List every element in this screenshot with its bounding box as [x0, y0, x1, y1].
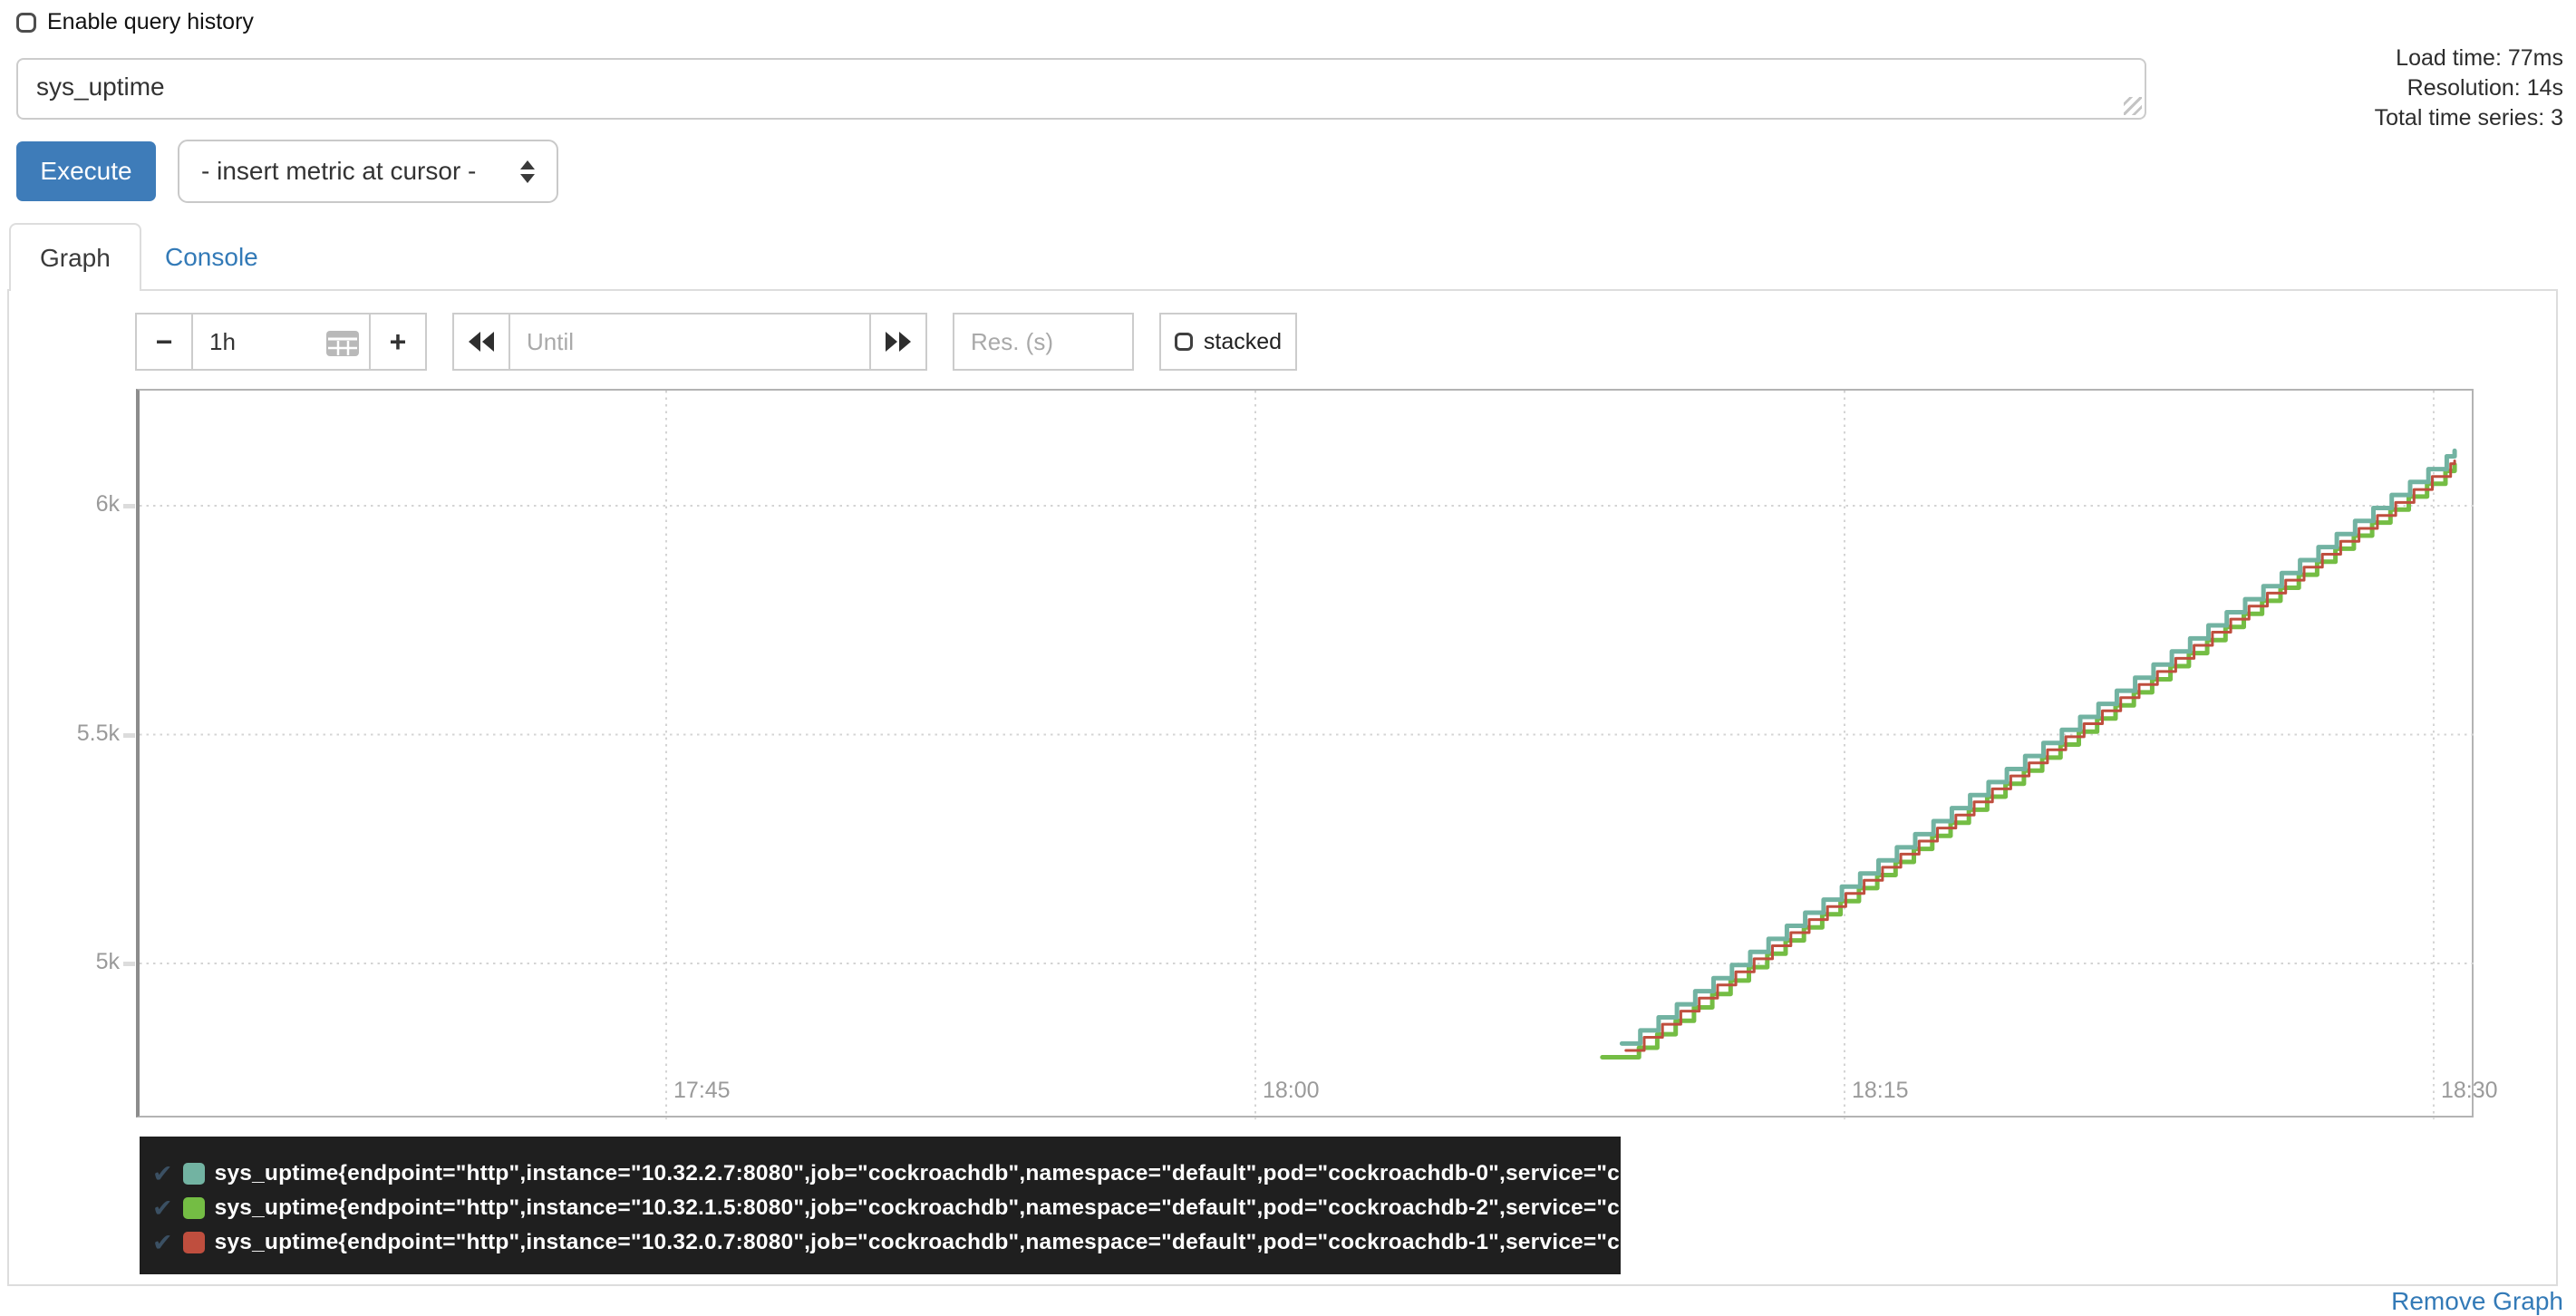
rewind-icon [469, 332, 494, 352]
resolution-input-wrap [953, 313, 1134, 371]
select-arrows-icon [520, 160, 535, 183]
execute-button[interactable]: Execute [16, 141, 156, 201]
y-axis-label: 5.5k [76, 720, 120, 746]
legend-item[interactable]: ✔ sys_uptime{endpoint="http",instance="10… [152, 1191, 1767, 1225]
query-stats: Load time: 77ms Resolution: 14s Total ti… [2375, 44, 2563, 133]
y-axis-tick [123, 962, 135, 966]
until-control-group [452, 313, 927, 371]
chart-canvas[interactable]: 6k 5.5k 5k 17:45 18:00 18:15 18:30 [77, 389, 2498, 1119]
y-axis-tick [123, 504, 135, 508]
graph-controls: − + [135, 313, 1297, 371]
insert-metric-select[interactable]: - insert metric at cursor - [178, 140, 558, 203]
stacked-checkbox[interactable] [1174, 333, 1193, 351]
total-series-stat: Total time series: 3 [2374, 105, 2563, 131]
chart-svg [140, 391, 2477, 1119]
query-expression-input[interactable]: sys_uptime [16, 58, 2146, 120]
range-increase-button[interactable]: + [369, 313, 427, 371]
time-forward-button[interactable] [869, 313, 927, 371]
legend-check-icon[interactable]: ✔ [152, 1228, 173, 1256]
legend-color-swatch[interactable] [182, 1197, 205, 1219]
fast-forward-icon [886, 332, 911, 352]
legend-check-icon[interactable]: ✔ [152, 1194, 173, 1222]
legend-item[interactable]: ✔ sys_uptime{endpoint="http",instance="10… [152, 1156, 1767, 1191]
until-input-wrap [508, 313, 871, 371]
x-axis-label: 17:45 [673, 1078, 731, 1103]
resolution-input[interactable] [954, 314, 1132, 369]
until-input[interactable] [510, 314, 869, 369]
load-time-stat: Load time: 77ms [2396, 45, 2563, 71]
legend-item[interactable]: ✔ sys_uptime{endpoint="http",instance="10… [152, 1225, 1767, 1260]
x-axis-label: 18:30 [2440, 1078, 2498, 1103]
range-control-group: − + [135, 313, 427, 371]
x-axis-label: 18:00 [1263, 1078, 1320, 1103]
range-decrease-button[interactable]: − [135, 313, 193, 371]
time-back-button[interactable] [452, 313, 510, 371]
tab-console-label: Console [165, 242, 258, 271]
calendar-icon[interactable] [325, 330, 360, 357]
range-input-wrap [191, 313, 371, 371]
tab-graph-label: Graph [40, 243, 111, 272]
query-history-row: Enable query history [16, 9, 254, 35]
legend-series-label[interactable]: sys_uptime{endpoint="http",instance="10.… [214, 1161, 1767, 1185]
series-line-2 [1624, 460, 2456, 1052]
legend-color-swatch[interactable] [182, 1232, 205, 1253]
chart-legend: ✔ sys_uptime{endpoint="http",instance="10… [140, 1137, 1767, 1274]
tab-console[interactable]: Console [138, 225, 286, 289]
resolution-stat: Resolution: 14s [2407, 75, 2563, 101]
legend-series-label[interactable]: sys_uptime{endpoint="http",instance="10.… [214, 1230, 1767, 1254]
query-history-label: Enable query history [47, 9, 254, 34]
x-axis-label: 18:15 [1851, 1078, 1909, 1103]
series-line-0 [1619, 448, 2457, 1046]
y-axis-label: 5k [95, 949, 120, 974]
insert-metric-selected-value: - insert metric at cursor - [201, 157, 477, 185]
query-input-wrap: sys_uptime [16, 58, 2146, 120]
y-axis-label: 6k [95, 491, 120, 517]
tab-graph[interactable]: Graph [9, 223, 141, 291]
y-axis-tick [123, 732, 135, 738]
stacked-toggle[interactable]: stacked [1159, 313, 1297, 371]
remove-graph-link[interactable]: Remove Graph [2391, 1287, 2563, 1315]
graph-pane: − + [7, 289, 2558, 1286]
legend-color-swatch[interactable] [182, 1163, 205, 1185]
legend-check-icon[interactable]: ✔ [152, 1159, 173, 1187]
stacked-label: stacked [1203, 328, 1283, 354]
legend-series-label[interactable]: sys_uptime{endpoint="http",instance="10.… [214, 1195, 1767, 1220]
query-history-checkbox[interactable] [16, 12, 36, 33]
